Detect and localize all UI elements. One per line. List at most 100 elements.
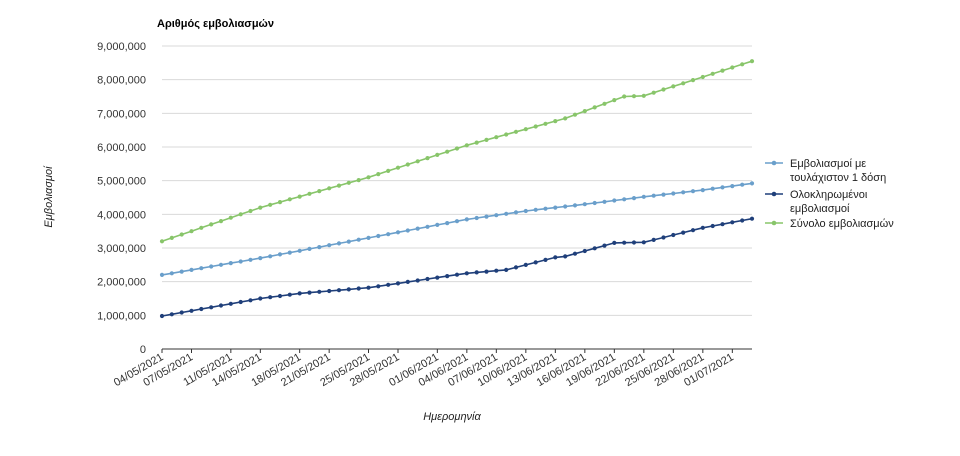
data-point xyxy=(474,215,479,221)
data-point xyxy=(415,159,420,164)
data-point xyxy=(386,282,391,287)
data-point xyxy=(376,284,381,289)
data-point xyxy=(199,225,204,230)
legend-swatch-marker xyxy=(771,160,777,166)
data-point xyxy=(179,232,184,237)
data-point xyxy=(395,165,401,170)
data-point xyxy=(405,279,410,284)
data-point xyxy=(336,241,342,246)
data-point xyxy=(513,265,519,270)
data-point xyxy=(454,146,460,151)
data-point xyxy=(435,275,440,280)
data-point xyxy=(317,189,322,194)
data-point xyxy=(572,251,578,256)
data-point xyxy=(681,230,686,235)
data-point xyxy=(159,313,165,319)
data-point xyxy=(307,246,312,251)
data-point xyxy=(376,233,381,239)
data-point xyxy=(297,248,302,253)
data-point xyxy=(582,202,587,207)
data-point xyxy=(533,207,538,212)
data-point xyxy=(445,274,450,279)
data-point xyxy=(445,149,450,154)
data-point xyxy=(749,59,755,64)
data-point xyxy=(238,259,243,264)
data-point xyxy=(258,205,263,210)
data-point xyxy=(602,243,607,248)
data-point xyxy=(749,181,755,186)
data-point xyxy=(258,296,263,301)
y-tick-label: 4,000,000 xyxy=(97,209,146,221)
data-point xyxy=(572,203,578,208)
y-tick-label: 1,000,000 xyxy=(97,310,146,322)
data-point xyxy=(592,105,597,110)
legend-swatch-marker xyxy=(771,220,777,226)
data-point xyxy=(268,202,273,207)
legend-label: Σύνολο εμβολιασμών xyxy=(790,218,894,230)
data-point xyxy=(622,197,627,202)
data-point xyxy=(690,189,696,194)
data-point xyxy=(287,197,292,202)
data-point xyxy=(189,267,194,272)
data-point xyxy=(553,119,558,124)
data-point xyxy=(454,272,460,277)
data-point xyxy=(395,230,401,235)
data-point xyxy=(631,240,637,245)
data-point xyxy=(209,264,214,269)
data-point xyxy=(336,288,342,293)
data-point xyxy=(533,124,538,129)
data-point xyxy=(169,271,174,276)
data-point xyxy=(386,168,391,173)
data-point xyxy=(425,156,430,161)
data-point xyxy=(435,152,440,157)
data-point xyxy=(356,178,361,183)
data-point xyxy=(533,260,538,265)
data-point xyxy=(199,266,204,271)
data-point xyxy=(513,129,519,134)
data-point xyxy=(366,175,371,180)
data-point xyxy=(740,62,745,67)
data-point xyxy=(494,268,499,273)
y-tick-label: 6,000,000 xyxy=(97,142,146,154)
data-point xyxy=(277,252,283,257)
data-point xyxy=(484,137,489,142)
data-point xyxy=(209,305,214,310)
legend: Εμβολιασμοί με τουλάχιστον 1 δόση Ολοκληρω… xyxy=(765,158,894,230)
data-point xyxy=(582,109,587,114)
data-point xyxy=(287,250,292,255)
data-point xyxy=(179,269,184,274)
data-point xyxy=(523,208,528,214)
y-tick-label: 8,000,000 xyxy=(97,75,146,87)
data-point xyxy=(484,269,489,274)
data-point xyxy=(513,210,519,215)
data-point xyxy=(681,81,686,86)
y-tick-label: 3,000,000 xyxy=(97,243,146,255)
data-point xyxy=(159,239,165,244)
data-point xyxy=(681,190,686,195)
data-point xyxy=(327,243,332,248)
data-point xyxy=(504,132,509,137)
x-axis-ticks: 04/05/202107/05/202111/05/202114/05/2021… xyxy=(112,349,736,389)
y-tick-label: 9,000,000 xyxy=(97,41,146,53)
data-point xyxy=(602,199,607,204)
data-point xyxy=(258,256,263,261)
data-point xyxy=(622,94,627,99)
data-point xyxy=(228,261,233,266)
data-point xyxy=(661,87,666,92)
data-point xyxy=(169,312,174,317)
data-point xyxy=(405,162,410,167)
data-point xyxy=(218,303,224,308)
data-point xyxy=(415,278,420,283)
data-point xyxy=(287,292,292,297)
data-point xyxy=(484,214,489,219)
data-point xyxy=(317,289,322,294)
data-point xyxy=(641,240,646,245)
data-point xyxy=(651,193,656,198)
data-point xyxy=(248,257,253,262)
data-point xyxy=(543,121,548,126)
data-point xyxy=(582,248,587,254)
data-point xyxy=(228,301,233,306)
data-point xyxy=(356,286,361,291)
data-point xyxy=(189,308,194,313)
